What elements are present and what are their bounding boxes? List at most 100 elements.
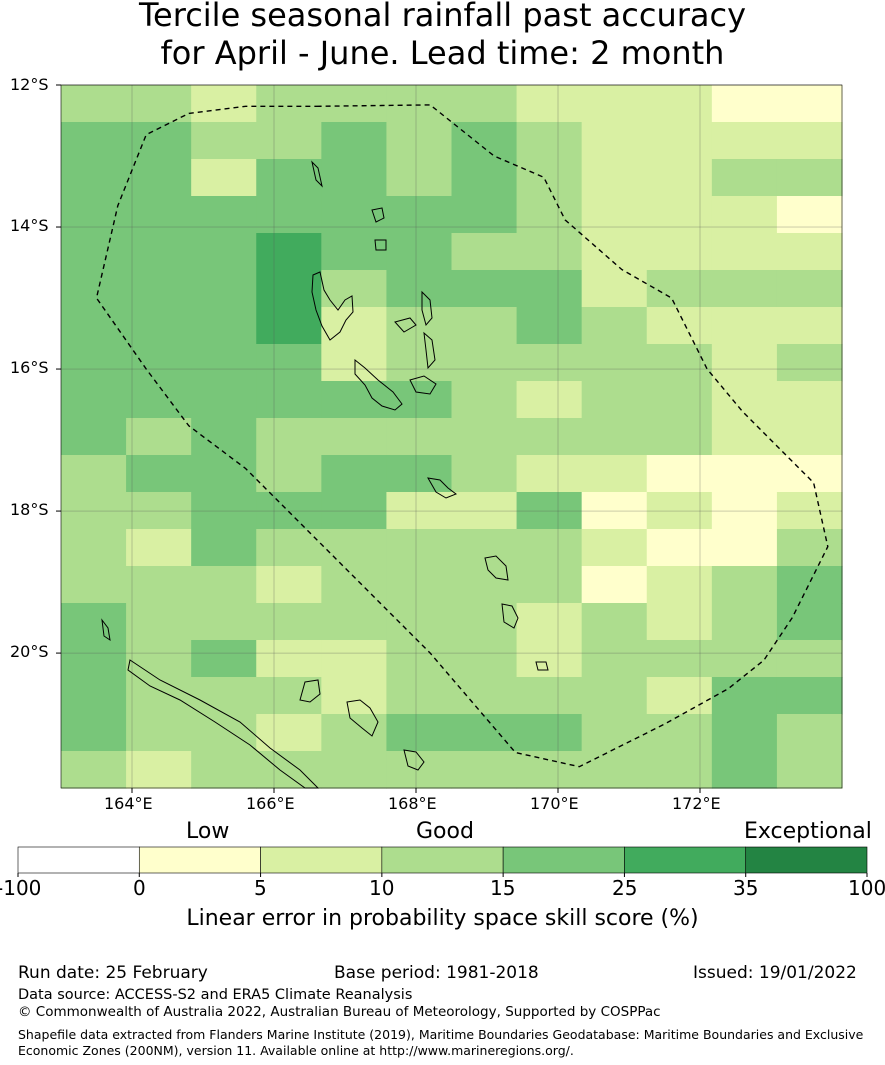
grid-cell — [776, 751, 843, 789]
grid-cell — [61, 381, 127, 419]
grid-cell — [646, 418, 713, 456]
grid-cell — [711, 196, 778, 234]
grid-cell — [451, 566, 518, 604]
grid-cell — [646, 270, 713, 308]
grid-cell — [516, 418, 583, 456]
grid-cell — [191, 381, 257, 419]
grid-cell — [386, 492, 453, 530]
grid-cell — [646, 85, 713, 123]
grid-cell — [711, 677, 778, 715]
grid-cell — [321, 381, 388, 419]
grid-cell — [646, 307, 713, 345]
grid-cell — [646, 159, 713, 197]
colorbar-segment — [138, 846, 261, 874]
grid-cell — [191, 122, 257, 160]
grid-cell — [711, 566, 778, 604]
island-outline — [409, 375, 437, 395]
grid-cell — [451, 640, 518, 678]
grid-cell — [646, 344, 713, 382]
lon-label-172e: 172°E — [672, 794, 721, 813]
grid-cell — [711, 603, 778, 641]
grid-cell — [516, 122, 583, 160]
grid-cell — [776, 233, 843, 271]
lon-label-168e: 168°E — [388, 794, 437, 813]
grid-cell — [61, 418, 127, 456]
grid-cell — [776, 344, 843, 382]
grid-cell — [711, 159, 778, 197]
grid-cell — [581, 196, 648, 234]
copyright: © Commonwealth of Australia 2022, Austra… — [18, 1004, 661, 1020]
cbar-tick-25: 25 — [612, 876, 638, 900]
grid-cell — [321, 714, 388, 752]
grid-cell — [516, 233, 583, 271]
grid-cell — [256, 418, 322, 456]
grid-cell — [256, 603, 322, 641]
colorbar-segment — [381, 846, 504, 874]
grid-cell — [581, 418, 648, 456]
grid-cell — [256, 566, 322, 604]
grid-cell — [776, 122, 843, 160]
grid-cell — [191, 196, 257, 234]
grid-cell — [451, 603, 518, 641]
grid-cell — [711, 492, 778, 530]
issued-date: Issued: 19/01/2022 — [693, 963, 857, 983]
grid-cell — [256, 122, 322, 160]
grid-cell — [191, 492, 257, 530]
grid-cell — [126, 159, 192, 197]
grid-cell — [61, 751, 127, 789]
colorbar — [17, 846, 868, 877]
cbar-tick-10: 10 — [369, 876, 395, 900]
grid-cell — [191, 418, 257, 456]
grid-cell — [126, 344, 192, 382]
island-outline — [311, 271, 354, 341]
grid-cell — [61, 159, 127, 197]
grid-cell — [451, 677, 518, 715]
grid-cell — [581, 85, 648, 123]
grid-cell — [321, 418, 388, 456]
grid-cell — [776, 603, 843, 641]
grid-cell — [581, 603, 648, 641]
grid-cell — [451, 381, 518, 419]
grid-cell — [646, 751, 713, 789]
island-outline — [394, 317, 417, 333]
grid-cell — [776, 196, 843, 234]
grid-cell — [191, 85, 257, 123]
grid-cell — [386, 640, 453, 678]
grid-cell — [581, 714, 648, 752]
grid-cell — [451, 270, 518, 308]
grid-cell — [386, 85, 453, 123]
lat-label-14s: 14°S — [10, 216, 49, 235]
grid-cell — [191, 233, 257, 271]
grid-cell — [61, 714, 127, 752]
island-outline — [299, 679, 321, 703]
grid-cell — [516, 603, 583, 641]
grid-cell — [256, 159, 322, 197]
grid-cell — [581, 677, 648, 715]
grid-cell — [126, 640, 192, 678]
lat-label-20s: 20°S — [10, 642, 49, 661]
grid-cell — [776, 455, 843, 493]
grid-cell — [191, 270, 257, 308]
grid-cell — [256, 233, 322, 271]
island-outline — [535, 661, 549, 671]
grid-cell — [711, 85, 778, 123]
grid-cell — [321, 270, 388, 308]
grid-cell — [776, 640, 843, 678]
grid-cell — [711, 751, 778, 789]
grid-cell — [126, 233, 192, 271]
grid-cell — [581, 307, 648, 345]
skill-grid — [61, 85, 843, 789]
grid-cell — [191, 751, 257, 789]
island-outline — [374, 239, 387, 251]
grid-cell — [321, 566, 388, 604]
grid-cell — [516, 640, 583, 678]
grid-cell — [191, 640, 257, 678]
grid-cell — [321, 344, 388, 382]
grid-cell — [126, 418, 192, 456]
grid-cell — [646, 492, 713, 530]
grid-cell — [776, 418, 843, 456]
grid-cell — [126, 677, 192, 715]
grid-cell — [321, 677, 388, 715]
grid-cell — [711, 714, 778, 752]
grid-cell — [516, 85, 583, 123]
